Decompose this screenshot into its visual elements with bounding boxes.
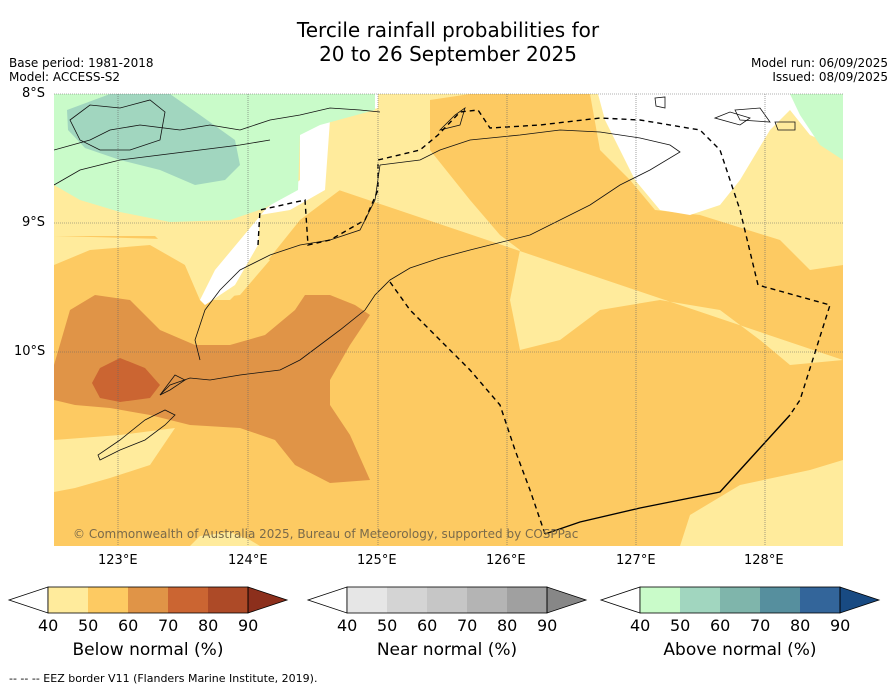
colorbar-below-tick: 80 bbox=[198, 616, 219, 635]
colorbar-above-label: Above normal (%) bbox=[663, 640, 817, 660]
colorbar-near-swatch bbox=[467, 587, 507, 613]
colorbar-above-tick: 40 bbox=[630, 616, 651, 635]
colorbar-above-swatch bbox=[720, 587, 760, 613]
colorbar-below-tick: 50 bbox=[78, 616, 99, 635]
colorbar-below-swatch bbox=[128, 587, 168, 613]
coastline-islet-4 bbox=[774, 121, 796, 131]
colorbar-below-tick: 60 bbox=[118, 616, 139, 635]
colorbar-near bbox=[306, 586, 588, 614]
coastline-north-west bbox=[54, 107, 381, 151]
colorbar-near-tick: 50 bbox=[377, 616, 398, 635]
colorbar-near-swatch bbox=[427, 587, 467, 613]
colorbar-above bbox=[599, 586, 881, 614]
colorbar-near-swatch bbox=[387, 587, 427, 613]
probability-field bbox=[54, 94, 843, 546]
below-40-50-area-southeast bbox=[680, 460, 843, 546]
colorbar-above-tick: 80 bbox=[790, 616, 811, 635]
meta-right: Model run: 06/09/2025 Issued: 08/09/2025 bbox=[751, 56, 888, 84]
eez-footnote: -- -- -- EEZ border V11 (Flanders Marine… bbox=[9, 672, 318, 685]
colorbar-near-frame bbox=[346, 586, 548, 614]
colorbar-above-swatch bbox=[640, 587, 680, 613]
colorbar-below-swatch bbox=[168, 587, 208, 613]
lon-label-127e: 127°E bbox=[616, 553, 656, 568]
colorbar-above-tick: 70 bbox=[750, 616, 771, 635]
colorbar-below-swatch bbox=[48, 587, 88, 613]
lon-label-124e: 124°E bbox=[228, 553, 268, 568]
coastline-north-west-2 bbox=[54, 139, 271, 186]
colorbar-above-swatch bbox=[800, 587, 840, 613]
no-dominant-area-east bbox=[598, 94, 843, 215]
colorbar-below bbox=[7, 586, 289, 614]
colorbar-near-label: Near normal (%) bbox=[376, 640, 518, 660]
colorbar-above-tick: 90 bbox=[830, 616, 851, 635]
lon-label-126e: 126°E bbox=[486, 553, 526, 568]
colorbar-near-tick: 70 bbox=[457, 616, 478, 635]
gridlines bbox=[54, 93, 843, 546]
above-50-60-area bbox=[67, 94, 240, 185]
coastline-semau-island bbox=[159, 374, 186, 396]
lon-label-125e: 125°E bbox=[357, 553, 397, 568]
lat-label-10s: 10°S bbox=[14, 344, 46, 359]
meta-left: Base period: 1981-2018 Model: ACCESS-S2 bbox=[9, 56, 154, 84]
eez-border bbox=[257, 109, 831, 535]
colorbar-near-swatch bbox=[507, 587, 547, 613]
colorbar-below-lower-arrow bbox=[7, 586, 49, 614]
copyright-notice: © Commonwealth of Australia 2025, Bureau… bbox=[73, 527, 579, 541]
base-period-text: Base period: 1981-2018 bbox=[9, 56, 154, 70]
coastline-islet-3 bbox=[734, 107, 771, 123]
below-40-50-patch bbox=[190, 532, 260, 546]
title-line-2: 20 to 26 September 2025 bbox=[319, 42, 577, 66]
colorbar-near-lower-arrow bbox=[306, 586, 348, 614]
coastline-island-1 bbox=[69, 99, 166, 151]
lat-label-8s: 8°S bbox=[22, 86, 46, 101]
coastline-islet bbox=[654, 96, 666, 109]
colorbar-near-tick: 60 bbox=[417, 616, 438, 635]
coastline-atauro bbox=[438, 107, 466, 131]
colorbar-above-tick: 60 bbox=[710, 616, 731, 635]
below-60-70-area bbox=[54, 295, 370, 483]
eez-border-south bbox=[544, 414, 791, 535]
colorbar-below-swatch bbox=[88, 587, 128, 613]
colorbar-above-swatch bbox=[680, 587, 720, 613]
lat-label-9s: 9°S bbox=[22, 215, 46, 230]
colorbar-below-tick: 70 bbox=[158, 616, 179, 635]
colorbar-above-tick: 50 bbox=[670, 616, 691, 635]
colorbar-above-upper-arrow bbox=[839, 586, 881, 614]
colorbar-below-label: Below normal (%) bbox=[72, 640, 224, 660]
colorbar-below-tick: 40 bbox=[38, 616, 59, 635]
coastline-islet-2 bbox=[713, 111, 751, 126]
lon-label-128e: 128°E bbox=[744, 553, 784, 568]
coastline-rote-island bbox=[97, 409, 176, 461]
colorbar-below-frame bbox=[47, 586, 249, 614]
coastline-timor bbox=[159, 129, 681, 396]
colorbar-below-tick: 90 bbox=[238, 616, 259, 635]
colorbar-below-swatch bbox=[208, 587, 248, 613]
colorbar-above-swatch bbox=[760, 587, 800, 613]
colorbar-near-tick: 80 bbox=[497, 616, 518, 635]
colorbar-above-frame bbox=[639, 586, 841, 614]
model-text: Model: ACCESS-S2 bbox=[9, 70, 121, 84]
below-40-50-area-south bbox=[54, 428, 175, 492]
map-title: Tercile rainfall probabilities for 20 to… bbox=[0, 18, 896, 66]
colorbar-near-upper-arrow bbox=[546, 586, 588, 614]
model-run-text: Model run: 06/09/2025 bbox=[750, 56, 888, 70]
above-40-50-area-east bbox=[790, 94, 843, 160]
below-70-80-area bbox=[92, 358, 160, 402]
colorbar-below-upper-arrow bbox=[247, 586, 289, 614]
coastlines bbox=[54, 96, 796, 461]
lon-label-123e: 123°E bbox=[98, 553, 138, 568]
title-line-1: Tercile rainfall probabilities for bbox=[296, 18, 600, 42]
no-dominant-area-west bbox=[200, 94, 378, 305]
colorbar-above-lower-arrow bbox=[599, 586, 641, 614]
issued-text: Issued: 08/09/2025 bbox=[772, 70, 888, 84]
colorbar-near-tick: 40 bbox=[337, 616, 358, 635]
colorbar-near-swatch bbox=[347, 587, 387, 613]
colorbar-near-tick: 90 bbox=[537, 616, 558, 635]
